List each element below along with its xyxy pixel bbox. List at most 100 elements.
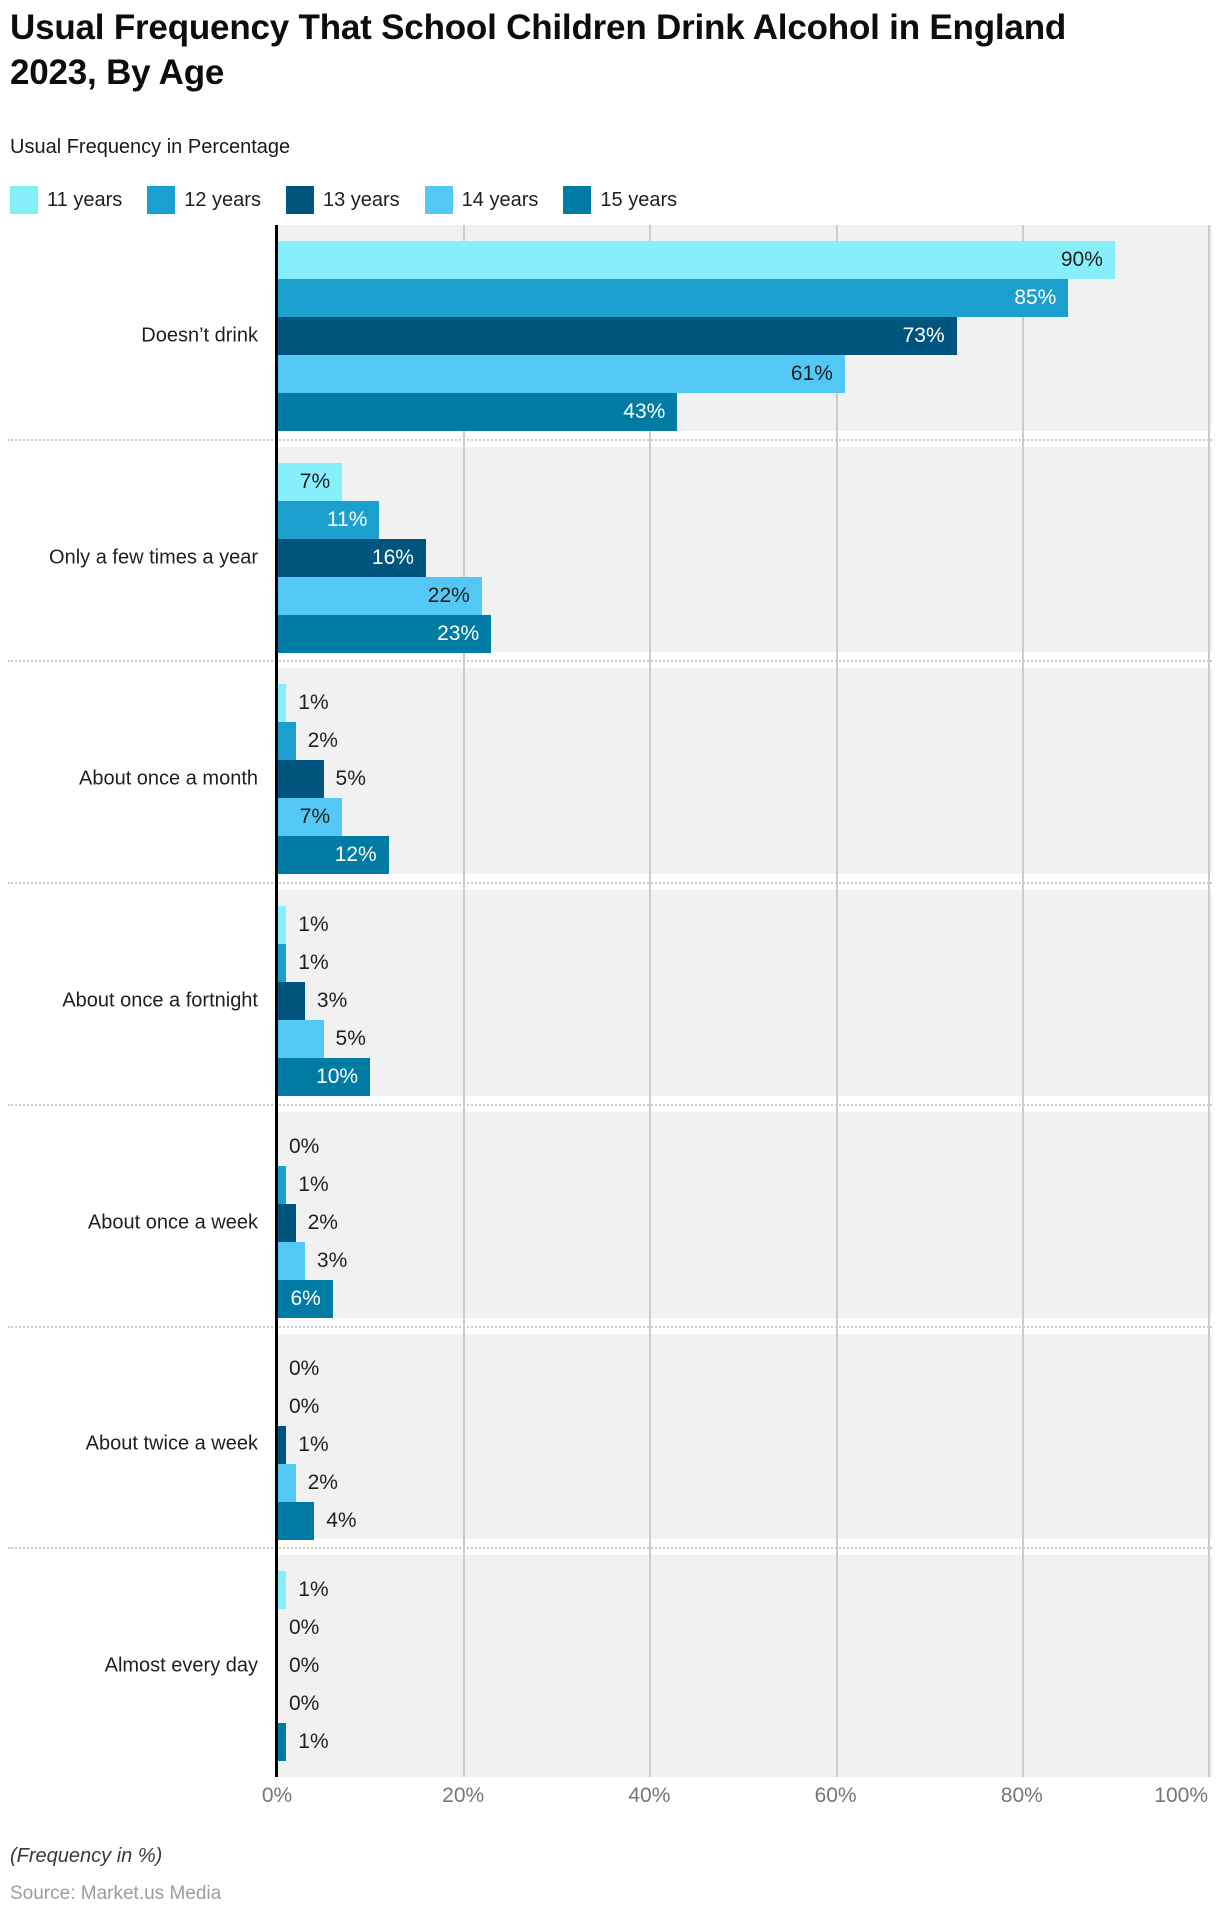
bar-row: 3% bbox=[277, 982, 1216, 1021]
legend-item: 15 years bbox=[563, 186, 677, 214]
gridline bbox=[463, 225, 466, 1777]
plot-area bbox=[277, 890, 1212, 1096]
bar-value-label: 7% bbox=[299, 469, 331, 493]
bar bbox=[277, 614, 492, 653]
bar-row: 11% bbox=[277, 500, 1216, 539]
bar-row: 12% bbox=[277, 836, 1216, 875]
bar-value-label: 73% bbox=[902, 324, 945, 347]
bar-row: 0% bbox=[277, 1128, 1216, 1166]
bar-row: 0% bbox=[277, 1647, 1216, 1685]
legend-label: 15 years bbox=[600, 188, 678, 211]
bar-value-label: 1% bbox=[298, 951, 329, 975]
bar-value-label: 16% bbox=[371, 545, 414, 569]
gridline bbox=[835, 225, 838, 1777]
bar-value-label: 61% bbox=[790, 362, 833, 385]
bar bbox=[277, 906, 287, 945]
group-separator bbox=[8, 1325, 1212, 1328]
legend-item: 12 years bbox=[147, 186, 261, 214]
bar-value-label: 7% bbox=[299, 805, 331, 829]
category-group: Almost every day 1% 0% 0% 0% 1% bbox=[0, 1555, 1216, 1778]
bar-row: 22% bbox=[277, 576, 1216, 615]
bar-row: 0% bbox=[277, 1685, 1216, 1723]
bar-value-label: 5% bbox=[335, 1027, 366, 1051]
bar-group: 1% 2% 5% 7% 12% bbox=[277, 684, 1216, 875]
bar-value-label: 1% bbox=[298, 1172, 329, 1196]
x-axis-tick-label: 80% bbox=[1000, 1784, 1043, 1807]
bar-row: 43% bbox=[277, 393, 1216, 431]
legend-label: 12 years bbox=[184, 188, 261, 211]
group-separator bbox=[8, 882, 1212, 885]
bar-row: 73% bbox=[277, 317, 1216, 355]
plot-area bbox=[277, 668, 1212, 875]
plot-area bbox=[277, 1333, 1212, 1540]
bar-row: 85% bbox=[277, 279, 1216, 317]
x-axis-tick-label: 60% bbox=[814, 1784, 857, 1807]
bar-row: 0% bbox=[277, 1350, 1216, 1388]
bar-row: 1% bbox=[277, 1165, 1216, 1204]
plot-area bbox=[277, 1111, 1212, 1318]
bar-group: 1% 0% 0% 0% 1% bbox=[277, 1571, 1216, 1762]
bar-value-label: 2% bbox=[307, 1470, 338, 1494]
bar bbox=[277, 1723, 287, 1762]
bar bbox=[277, 684, 287, 723]
category-label: About twice a week bbox=[85, 1432, 258, 1455]
source-text: Source: Market.us Media bbox=[10, 1883, 222, 1904]
bar bbox=[277, 279, 1069, 317]
bar-row: 10% bbox=[277, 1058, 1216, 1097]
category-group: About once a fortnight 1% 1% 3% 5% 10% bbox=[0, 890, 1216, 1112]
bar-row: 1% bbox=[277, 1571, 1216, 1610]
bar-value-label: 43% bbox=[623, 400, 666, 423]
gridline bbox=[1021, 225, 1024, 1777]
legend-swatch bbox=[285, 186, 314, 214]
gridline bbox=[1208, 225, 1210, 1777]
bar-row: 7% bbox=[277, 462, 1216, 501]
bar-row: 61% bbox=[277, 355, 1216, 393]
plot-area bbox=[277, 1555, 1212, 1778]
bar-row: 5% bbox=[277, 760, 1216, 799]
x-axis: 0% 20% 40% 60% 80% 100% bbox=[0, 1784, 1216, 1818]
bar bbox=[277, 317, 957, 355]
bar-value-label: 0% bbox=[289, 1394, 320, 1418]
category-group: About once a month 1% 2% 5% 7% 12% bbox=[0, 668, 1216, 890]
bar-value-label: 0% bbox=[289, 1616, 320, 1640]
bar-value-label: 3% bbox=[316, 989, 348, 1013]
category-label: Doesn’t drink bbox=[141, 324, 258, 347]
bar-value-label: 85% bbox=[1014, 286, 1057, 309]
bar-value-label: 2% bbox=[307, 1210, 338, 1234]
bar-value-label: 90% bbox=[1060, 248, 1103, 271]
footnote: (Frequency in %) bbox=[10, 1845, 163, 1867]
bar bbox=[277, 982, 305, 1021]
bar-value-label: 4% bbox=[326, 1508, 357, 1532]
page-title: Usual Frequency That School Children Dri… bbox=[10, 8, 1067, 92]
bar-group: 1% 1% 3% 5% 10% bbox=[277, 906, 1216, 1097]
x-axis-tick-label: 0% bbox=[261, 1784, 293, 1807]
bar-row: 0% bbox=[277, 1388, 1216, 1426]
x-axis-tick-label: 20% bbox=[442, 1784, 485, 1807]
bar bbox=[277, 1463, 296, 1502]
bar bbox=[277, 1425, 287, 1464]
bar bbox=[277, 944, 287, 983]
legend-swatch bbox=[424, 186, 453, 214]
bar-row: 16% bbox=[277, 538, 1216, 577]
bar-row: 1% bbox=[277, 906, 1216, 945]
bar-row: 1% bbox=[277, 1723, 1216, 1762]
category-label: About once a week bbox=[87, 1211, 258, 1234]
category-label: Only a few times a year bbox=[49, 546, 258, 569]
legend-item: 13 years bbox=[285, 186, 400, 214]
bar bbox=[277, 355, 845, 393]
category-label: About once a fortnight bbox=[62, 989, 258, 1012]
bar-row: 2% bbox=[277, 1463, 1216, 1502]
bar bbox=[277, 1279, 333, 1318]
legend-swatch bbox=[563, 186, 592, 214]
bar-row: 5% bbox=[277, 1020, 1216, 1059]
bar-value-label: 10% bbox=[316, 1065, 359, 1089]
bar-value-label: 6% bbox=[290, 1286, 321, 1310]
gridline bbox=[649, 225, 652, 1777]
category-group: About twice a week 0% 0% 1% 2% 4% bbox=[0, 1333, 1216, 1556]
legend-label: 11 years bbox=[47, 188, 123, 211]
bar bbox=[277, 1501, 315, 1540]
bar bbox=[277, 1165, 287, 1204]
chart-subtitle: Usual Frequency in Percentage bbox=[10, 136, 291, 158]
bar-value-label: 0% bbox=[289, 1134, 320, 1158]
